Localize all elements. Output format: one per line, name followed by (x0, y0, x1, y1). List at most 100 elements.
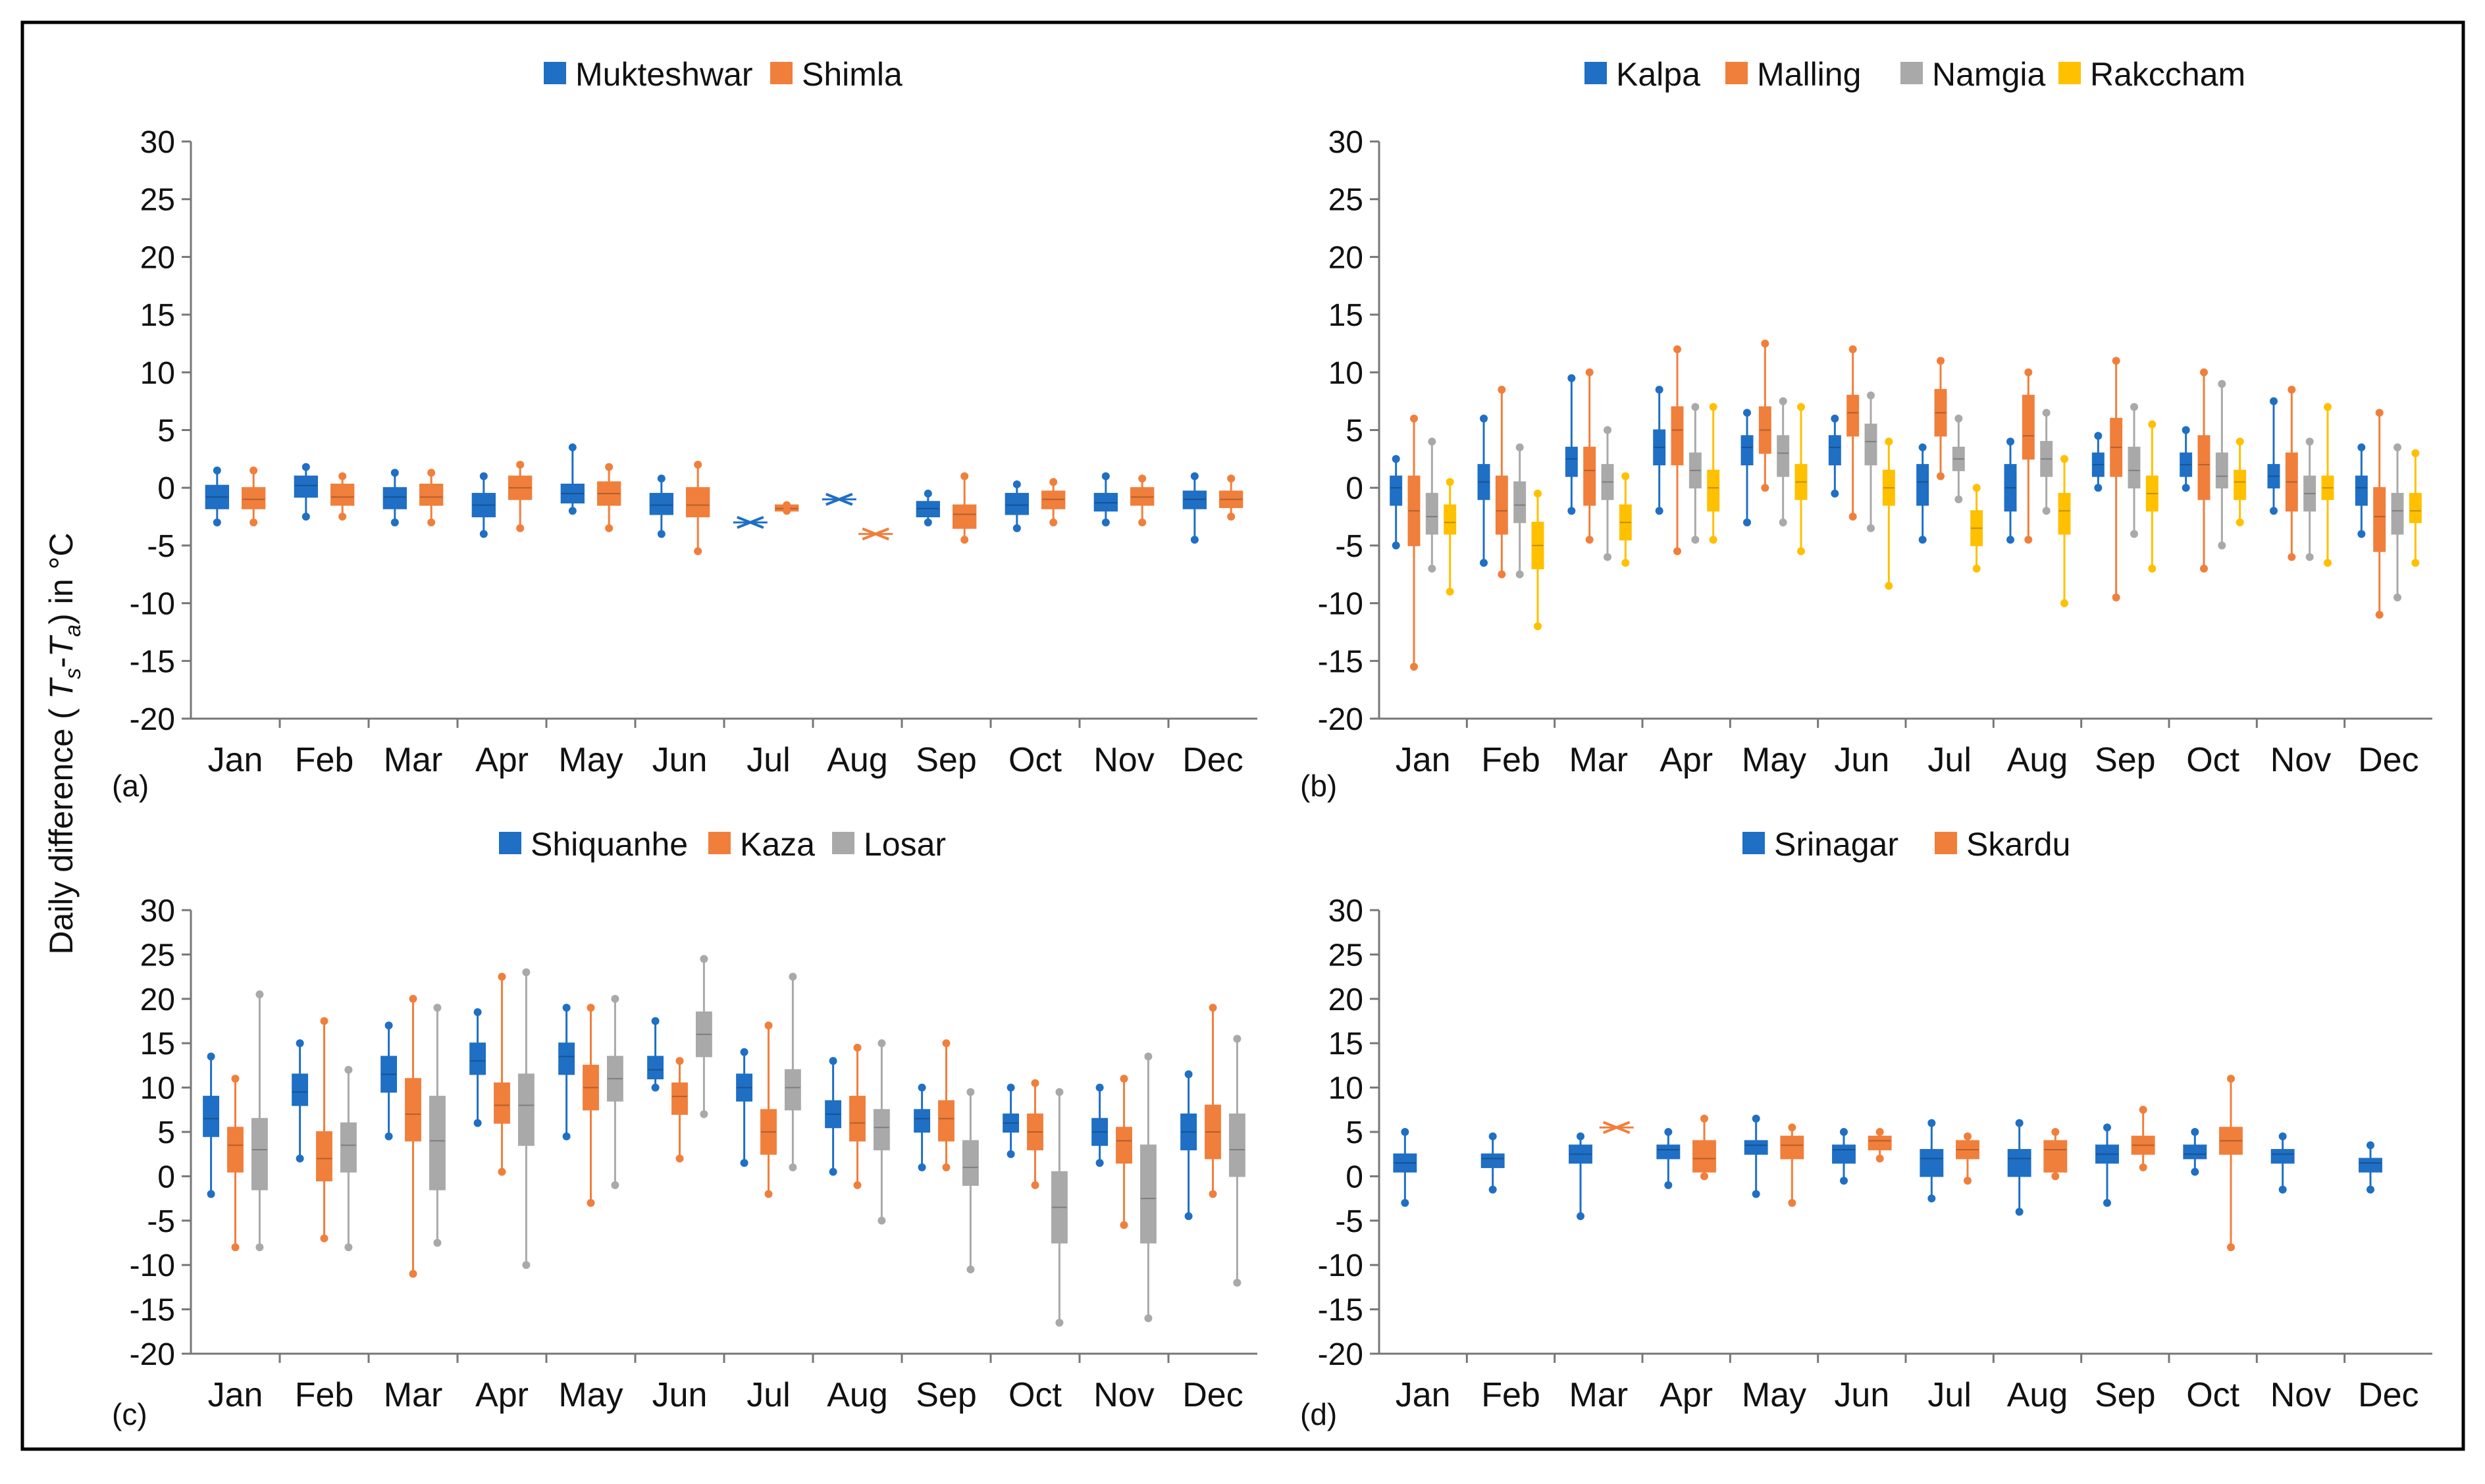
box-max-point (249, 466, 258, 474)
box-max-point (2139, 1106, 2147, 1114)
box-plot (736, 1048, 753, 1167)
box-plot (784, 973, 801, 1171)
box-plot (916, 489, 940, 526)
box-plot (2043, 1128, 2068, 1181)
box-iqr (606, 1056, 623, 1102)
box-max-point (1007, 1083, 1015, 1092)
box-plot (2058, 455, 2071, 607)
box-max-point (473, 1008, 482, 1017)
box-iqr (1513, 481, 1527, 523)
legend-swatch (832, 832, 854, 854)
box-max-point (1577, 1132, 1584, 1140)
box-plot (647, 1017, 664, 1092)
box-max-point (2103, 1123, 2111, 1132)
box-max-point (2270, 397, 2278, 405)
legend: Mukteshwar Shimla (544, 56, 902, 93)
chart-panel: 30 25 20 15 10 5 0 -5 -10 -15 -20 Jan Feb Mar Apr May Ju… (1300, 56, 2432, 803)
x-tick-label: Aug (827, 1376, 888, 1414)
box-iqr (1744, 1140, 1768, 1155)
box-iqr (2409, 492, 2422, 523)
box-plot (583, 1004, 599, 1207)
box-iqr (1444, 504, 1457, 535)
box-min-point (2103, 1198, 2111, 1207)
y-axis-label: Daily difference ( Ts-Ta) in °C (43, 532, 86, 954)
x-tick-label: Dec (2358, 1376, 2419, 1414)
box-iqr (1531, 521, 1544, 569)
box-max-point (427, 469, 436, 477)
box-min-point (479, 530, 488, 538)
box-min-point (473, 1119, 482, 1127)
box-max-point (1867, 391, 1875, 399)
box-min-point (924, 518, 932, 526)
box-min-point (1927, 1194, 1936, 1203)
legend-label: Skardu (1966, 826, 2070, 863)
box-max-point (2288, 386, 2296, 394)
box-iqr (916, 501, 940, 518)
box-min-point (2288, 553, 2296, 561)
box-iqr (1780, 1135, 1804, 1160)
box-max-point (1401, 1128, 1409, 1136)
box-plot (1740, 409, 1754, 526)
box-iqr (914, 1109, 931, 1133)
y-tick-label: 5 (157, 414, 175, 449)
box-max-point (587, 1004, 595, 1012)
box-min-point (427, 518, 436, 526)
box-iqr (1495, 475, 1508, 535)
box-plot (1531, 489, 1544, 630)
legend-label: Shiquanhe (531, 826, 688, 863)
box-max-point (657, 474, 666, 483)
box-iqr (2373, 487, 2386, 552)
y-axis-label-sub: s (61, 668, 86, 679)
box-iqr (2219, 1127, 2243, 1155)
box-plot (671, 1057, 688, 1163)
box-iqr (1920, 1148, 1944, 1177)
x-tick-label: Dec (1182, 741, 1243, 779)
box-min-point (1007, 1150, 1015, 1158)
box-min-point (1184, 1212, 1193, 1221)
box-plot (419, 469, 444, 526)
box-iqr (1758, 406, 1771, 454)
box-plot (1513, 443, 1527, 578)
box-min-point (2130, 530, 2138, 538)
box-iqr (784, 1069, 801, 1111)
box-iqr (2095, 1144, 2119, 1164)
y-tick-label: 20 (1328, 240, 1363, 275)
legend-swatch (1725, 62, 1748, 84)
box-plot (2180, 426, 2193, 492)
box-iqr (1828, 435, 1841, 466)
box-min-point (2112, 593, 2120, 601)
box-max-point (783, 501, 791, 509)
y-tick-label: 10 (140, 356, 175, 391)
box-iqr (316, 1131, 332, 1182)
box-iqr (1707, 469, 1720, 512)
box-plot (227, 1075, 244, 1252)
box-plot (2321, 403, 2334, 567)
x-tick-label: Oct (2186, 1376, 2239, 1414)
legend-label: Kaza (740, 826, 815, 863)
box-max-point (2060, 455, 2068, 463)
box-min-point (1954, 495, 1963, 503)
box-max-point (2324, 403, 2332, 411)
y-tick-label: -5 (1335, 1204, 1363, 1239)
legend-swatch (770, 62, 793, 84)
box-min-point (1691, 536, 1700, 544)
box-iqr (671, 1082, 688, 1115)
box-min-point (1972, 564, 1981, 573)
box-plot (825, 1057, 842, 1176)
y-tick-label: 5 (157, 1115, 175, 1150)
box-min-point (1840, 1177, 1848, 1185)
box-plot (1970, 484, 1983, 573)
box-max-point (1534, 489, 1542, 498)
box-min-point (740, 1159, 748, 1167)
box-iqr (2321, 475, 2334, 500)
y-tick-label: 5 (1346, 414, 1363, 449)
box-min-point (207, 1190, 215, 1198)
box-min-point (1446, 588, 1454, 596)
x-tick-label: Feb (295, 741, 354, 779)
legend-swatch (708, 832, 731, 854)
y-tick-label: 30 (140, 125, 175, 160)
box-min-point (498, 1167, 506, 1176)
box-plot (760, 1021, 777, 1198)
box-plot (858, 527, 893, 541)
box-iqr (227, 1127, 244, 1173)
